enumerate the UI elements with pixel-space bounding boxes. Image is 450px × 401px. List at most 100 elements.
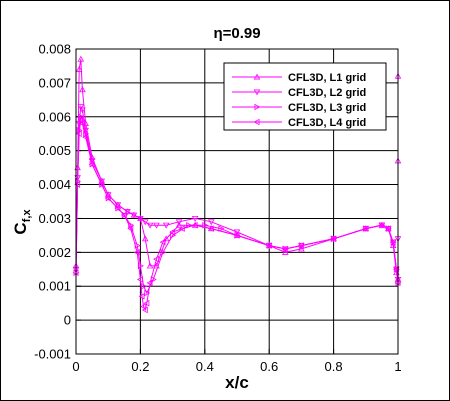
series-line (75, 104, 399, 280)
series-line (75, 118, 399, 312)
data-point (143, 299, 150, 307)
data-point (153, 255, 159, 263)
y-tick-label: 0.006 (38, 109, 71, 124)
data-point (298, 245, 305, 252)
legend-label: CFL3D, L3 grid (288, 102, 366, 114)
data-point (160, 249, 167, 256)
data-point (120, 211, 127, 219)
data-point (362, 225, 369, 232)
data-point (191, 221, 198, 229)
data-point (162, 235, 170, 242)
data-point (153, 222, 160, 229)
y-tick-label: -0.001 (34, 347, 71, 362)
plot-area-border (75, 48, 399, 355)
y-axis-title-sub: f,x (21, 209, 33, 223)
data-point (141, 306, 148, 314)
series-group (72, 55, 402, 314)
data-point (233, 229, 241, 236)
data-point (385, 226, 392, 233)
data-point (169, 228, 176, 236)
data-point (88, 158, 96, 165)
y-tick-label: 0.003 (38, 211, 71, 226)
legend-marker (253, 73, 261, 80)
data-point (170, 232, 177, 239)
data-point (389, 238, 396, 246)
series-2 (72, 104, 402, 283)
data-point (207, 225, 214, 232)
svg-text:Cf,x: Cf,x (11, 209, 33, 235)
data-point (162, 222, 170, 229)
grid (76, 49, 398, 354)
chart-title: η=0.99 (213, 25, 260, 42)
data-point (140, 303, 147, 310)
data-point (384, 225, 391, 232)
y-tick-label: 0 (64, 313, 71, 328)
data-point (75, 65, 83, 72)
data-point (178, 225, 185, 232)
y-axis-title-main: C (11, 222, 30, 234)
data-point (88, 160, 95, 168)
series-4 (72, 116, 401, 314)
data-point (389, 239, 397, 246)
data-point (378, 221, 385, 229)
x-tick-label: 1 (394, 359, 401, 374)
y-tick-labels: -0.001 0 0.001 0.002 0.003 0.004 0.005 0.006 0.0… (34, 42, 71, 362)
data-point (136, 276, 143, 283)
legend-label: CFL3D, L1 grid (288, 72, 366, 84)
y-tick-label: 0.007 (38, 75, 71, 90)
data-point (330, 235, 337, 243)
data-point (389, 242, 397, 249)
data-point (83, 130, 90, 138)
data-point (114, 202, 122, 209)
data-point (146, 222, 154, 229)
legend-marker (254, 103, 261, 111)
data-point (281, 245, 288, 253)
data-point (130, 212, 138, 219)
series-3 (73, 113, 402, 297)
x-tick-labels: 0 0.2 0.4 0.6 0.8 1 (72, 359, 401, 374)
legend-marker (253, 118, 260, 126)
data-point (75, 130, 82, 138)
data-point (202, 221, 209, 229)
x-tick-label: 0.6 (260, 359, 278, 374)
data-point (297, 242, 304, 249)
data-point (124, 209, 131, 216)
y-tick-label: 0.005 (38, 143, 71, 158)
legend-label: CFL3D, L2 grid (288, 87, 366, 99)
legend: CFL3D, L1 grid CFL3D, L2 grid CFL3D, L3 gr… (223, 62, 387, 131)
data-point (146, 279, 153, 287)
legend-label: CFL3D, L4 grid (288, 117, 366, 129)
data-point (127, 225, 134, 232)
x-tick-label: 0 (72, 359, 79, 374)
data-point (77, 55, 85, 62)
y-tick-label: 0.001 (38, 279, 71, 294)
x-axis-title: x/c (225, 373, 249, 392)
legend-marker (253, 89, 261, 96)
data-point (137, 215, 144, 222)
y-axis-title: Cf,x (11, 209, 33, 235)
data-point (159, 238, 166, 246)
data-point (233, 232, 240, 239)
data-point (175, 221, 183, 228)
data-point (74, 181, 81, 188)
y-tick-label: 0.004 (38, 177, 71, 192)
data-point (79, 120, 85, 127)
data-point (282, 246, 289, 253)
data-point (144, 289, 151, 297)
data-point (79, 107, 86, 114)
data-point (146, 262, 154, 269)
x-tick-label: 0.2 (131, 359, 149, 374)
data-point (133, 249, 140, 256)
data-point (141, 235, 149, 242)
data-point (82, 133, 89, 141)
data-point (265, 242, 272, 249)
data-point (191, 215, 199, 222)
data-point (138, 293, 145, 300)
data-point (175, 219, 183, 226)
y-tick-label: 0.002 (38, 245, 71, 260)
x-tick-label: 0.4 (196, 359, 214, 374)
legend-box (223, 62, 387, 131)
data-point (98, 181, 105, 188)
data-point (114, 204, 121, 212)
